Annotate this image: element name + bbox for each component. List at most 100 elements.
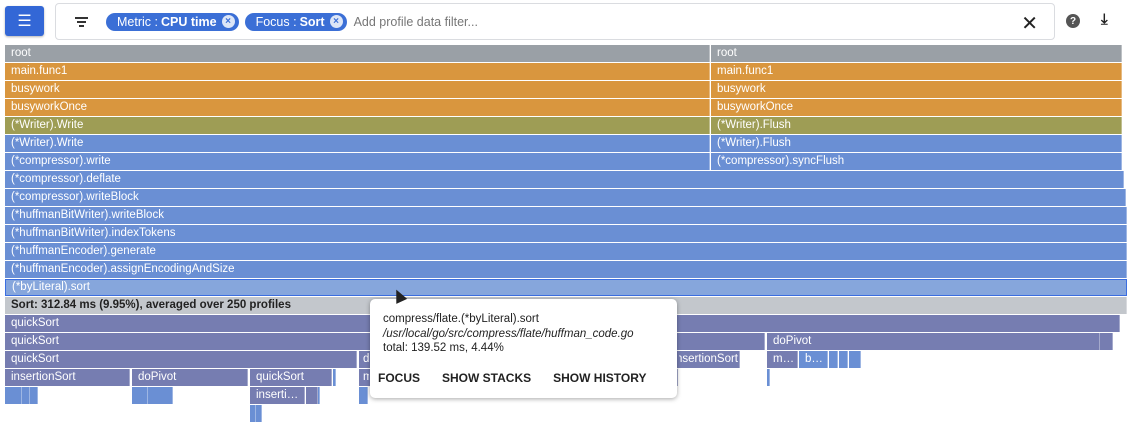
flame-frame[interactable] bbox=[5, 387, 22, 404]
flame-frame[interactable]: busyworkOnce bbox=[711, 99, 1122, 116]
filter-icon bbox=[74, 16, 88, 27]
frame-label: m… bbox=[363, 369, 369, 386]
flame-frame[interactable]: (*Writer).Flush bbox=[711, 117, 1122, 134]
flame-frame[interactable]: (*huffmanEncoder).assignEncodingAndSize bbox=[5, 261, 1127, 278]
frame-label: (*compressor).syncFlush bbox=[717, 155, 845, 167]
menu-button[interactable]: ☰ bbox=[5, 6, 44, 36]
flame-frame[interactable]: quickSort bbox=[250, 369, 332, 386]
flame-frame[interactable]: insertionSort bbox=[5, 369, 130, 386]
flame-frame[interactable]: (*huffmanBitWriter).writeBlock bbox=[5, 207, 1127, 224]
flame-frame[interactable] bbox=[306, 387, 318, 404]
download-icon[interactable]: ⤓ bbox=[1101, 11, 1108, 28]
frame-label: doPivot bbox=[363, 353, 369, 365]
frame-label: insertionSort bbox=[679, 353, 738, 365]
flame-frame[interactable]: (*compressor).deflate bbox=[5, 171, 1124, 188]
frame-label: quickSort bbox=[256, 371, 304, 383]
flame-frame[interactable]: (*Writer).Flush bbox=[711, 135, 1122, 152]
flame-frame[interactable] bbox=[333, 369, 336, 386]
flame-frame[interactable]: me… bbox=[767, 351, 798, 368]
frame-label: (*huffmanEncoder).generate bbox=[11, 245, 156, 257]
frame-tooltip: compress/flate.(*byLiteral).sort /usr/lo… bbox=[370, 299, 677, 398]
flame-frame[interactable] bbox=[318, 387, 320, 404]
flame-frame[interactable]: busyworkOnce bbox=[5, 99, 710, 116]
metric-chip[interactable]: Metric : CPU time × bbox=[106, 12, 239, 31]
chip-value: CPU time bbox=[160, 14, 217, 29]
flame-frame[interactable]: busywork bbox=[5, 81, 710, 98]
flame-frame[interactable]: root bbox=[711, 45, 1122, 62]
flame-frame[interactable] bbox=[359, 387, 368, 404]
flame-frame[interactable] bbox=[849, 351, 861, 368]
flame-frame[interactable]: (*Writer).Write bbox=[5, 117, 710, 134]
frame-label: insertio… bbox=[256, 389, 302, 401]
chip-key: Metric : bbox=[117, 14, 158, 29]
flame-frame[interactable]: quickSort bbox=[5, 351, 357, 368]
frame-label: busyworkOnce bbox=[11, 101, 88, 113]
close-icon[interactable]: ✕ bbox=[1021, 13, 1038, 35]
frame-label: root bbox=[11, 47, 31, 59]
frame-label: main.func1 bbox=[11, 65, 68, 77]
tooltip-function: compress/flate.(*byLiteral).sort bbox=[383, 313, 539, 325]
frame-label: (*byLiteral).sort bbox=[12, 281, 90, 293]
remove-chip-icon[interactable]: × bbox=[329, 15, 343, 28]
frame-label: (*Writer).Write bbox=[11, 119, 84, 131]
frame-label: (*compressor).deflate bbox=[11, 173, 121, 185]
filter-input[interactable]: Add profile data filter... bbox=[353, 14, 478, 29]
flame-frame[interactable]: doPivot bbox=[132, 369, 248, 386]
list-icon: ☰ bbox=[17, 13, 32, 30]
flame-frame[interactable]: main.func1 bbox=[711, 63, 1122, 80]
frame-label: by… bbox=[805, 353, 825, 365]
show-stacks-button[interactable]: SHOW STACKS bbox=[442, 371, 532, 385]
flame-frame[interactable] bbox=[256, 405, 262, 422]
frame-label: busywork bbox=[11, 83, 60, 95]
flame-frame[interactable] bbox=[1100, 333, 1113, 350]
frame-label: (*huffmanEncoder).assignEncodingAndSize bbox=[11, 263, 235, 275]
frame-label: me… bbox=[773, 353, 795, 365]
flame-frame[interactable]: busywork bbox=[711, 81, 1122, 98]
flame-frame[interactable]: (*huffmanBitWriter).indexTokens bbox=[5, 225, 1127, 242]
flame-frame[interactable] bbox=[767, 369, 770, 386]
flame-frame[interactable]: (*compressor).write bbox=[5, 153, 710, 170]
frame-label: busywork bbox=[717, 83, 766, 95]
focus-button[interactable]: FOCUS bbox=[378, 371, 420, 385]
frame-label: doPivot bbox=[773, 335, 812, 347]
flame-frame[interactable]: (*compressor).syncFlush bbox=[711, 153, 1122, 170]
frame-label: (*Writer).Write bbox=[11, 137, 84, 149]
frame-label: (*huffmanBitWriter).indexTokens bbox=[11, 227, 176, 239]
frame-label: root bbox=[717, 47, 737, 59]
help-icon[interactable]: ? bbox=[1066, 14, 1080, 28]
flame-frame[interactable]: root bbox=[5, 45, 710, 62]
flame-frame[interactable]: doPivot bbox=[767, 333, 1100, 350]
flame-frame[interactable]: main.func1 bbox=[5, 63, 710, 80]
flame-frame[interactable]: (*byLiteral).sort bbox=[5, 279, 1127, 296]
flame-frame[interactable] bbox=[132, 387, 148, 404]
flame-frame[interactable]: (*compressor).writeBlock bbox=[5, 189, 1126, 206]
chip-value: Sort bbox=[299, 14, 325, 29]
focus-chip[interactable]: Focus : Sort × bbox=[244, 12, 347, 31]
frame-label: busyworkOnce bbox=[717, 101, 794, 113]
frame-label: main.func1 bbox=[717, 65, 774, 77]
flame-frame[interactable]: by… bbox=[799, 351, 828, 368]
frame-label: (*huffmanBitWriter).writeBlock bbox=[11, 209, 164, 221]
frame-label: (*compressor).writeBlock bbox=[11, 191, 139, 203]
flame-frame[interactable]: (*huffmanEncoder).generate bbox=[5, 243, 1127, 260]
flame-frame[interactable] bbox=[829, 351, 838, 368]
frame-label: doPivot bbox=[138, 371, 177, 383]
flame-frame[interactable]: (*Writer).Write bbox=[5, 135, 710, 152]
chip-key: Focus : bbox=[255, 14, 297, 29]
flame-frame[interactable]: insertio… bbox=[250, 387, 305, 404]
show-history-button[interactable]: SHOW HISTORY bbox=[553, 371, 647, 385]
frame-label: (*compressor).write bbox=[11, 155, 111, 167]
flame-frame[interactable] bbox=[839, 351, 848, 368]
tooltip-file: /usr/local/go/src/compress/flate/huffman… bbox=[383, 328, 634, 340]
flame-frame[interactable] bbox=[30, 387, 38, 404]
flame-frame[interactable] bbox=[148, 387, 173, 404]
tooltip-total: total: 139.52 ms, 4.44% bbox=[383, 342, 504, 354]
filter-bar[interactable]: Metric : CPU time × Focus : Sort × Add profi… bbox=[55, 3, 1055, 40]
frame-label: (*Writer).Flush bbox=[717, 119, 791, 131]
frame-label: quickSort bbox=[11, 353, 59, 365]
frame-label: (*Writer).Flush bbox=[717, 137, 791, 149]
flame-frame[interactable] bbox=[250, 405, 256, 422]
flame-frame[interactable] bbox=[22, 387, 30, 404]
frame-label: insertionSort bbox=[11, 371, 76, 383]
remove-chip-icon[interactable]: × bbox=[221, 15, 235, 28]
